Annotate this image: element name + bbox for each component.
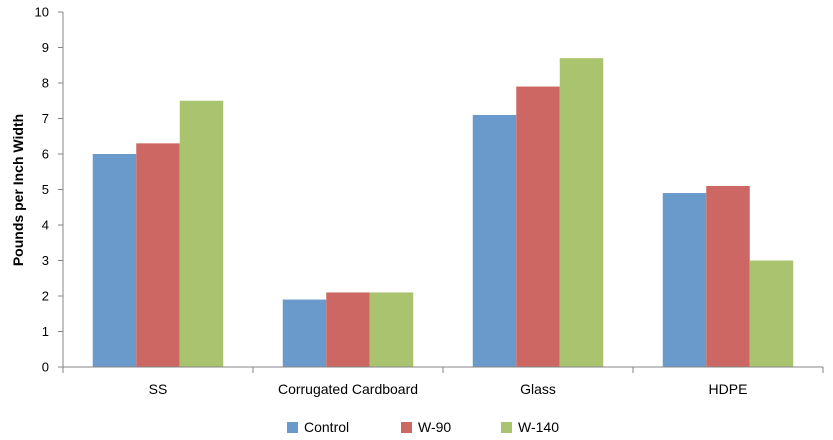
bar-w-90 [326,292,370,367]
y-tick-label: 10 [35,5,49,20]
bar-w-90 [706,185,750,367]
y-tick-label: 6 [42,147,49,162]
legend-swatch [401,422,412,433]
x-category-label: Glass [520,381,556,397]
legend-swatch [501,422,512,433]
legend-label: Control [304,419,349,435]
y-tick-label: 1 [42,324,49,339]
bar-w-90 [516,86,560,368]
legend-swatch [287,422,298,433]
bar-w-140 [369,292,414,367]
y-tick-label: 5 [42,182,49,197]
legend: Control W-90 W-140 [287,419,559,435]
y-tick-label: 9 [42,40,49,55]
y-tick-label: 8 [42,76,49,91]
x-category-label: SS [149,381,168,397]
bar-w-140 [749,260,794,367]
bar-w-90 [136,143,180,367]
y-tick-label: 4 [42,218,49,233]
x-category-label: Corrugated Cardboard [278,381,418,397]
y-tick-label: 0 [42,360,49,375]
bar-w-140 [559,58,604,368]
legend-label: W-90 [418,419,451,435]
y-axis-label: Pounds per Inch Width [10,114,26,266]
y-tick-label: 7 [42,111,49,126]
y-tick-label: 3 [42,253,49,268]
bar-w-140 [179,100,224,367]
x-category-label: HDPE [709,381,748,397]
bar-control [472,114,517,367]
bar-control [662,193,707,367]
bar-control [282,299,327,367]
y-tick-label: 2 [42,289,49,304]
legend-label: W-140 [518,419,559,435]
bar-control [92,154,137,367]
